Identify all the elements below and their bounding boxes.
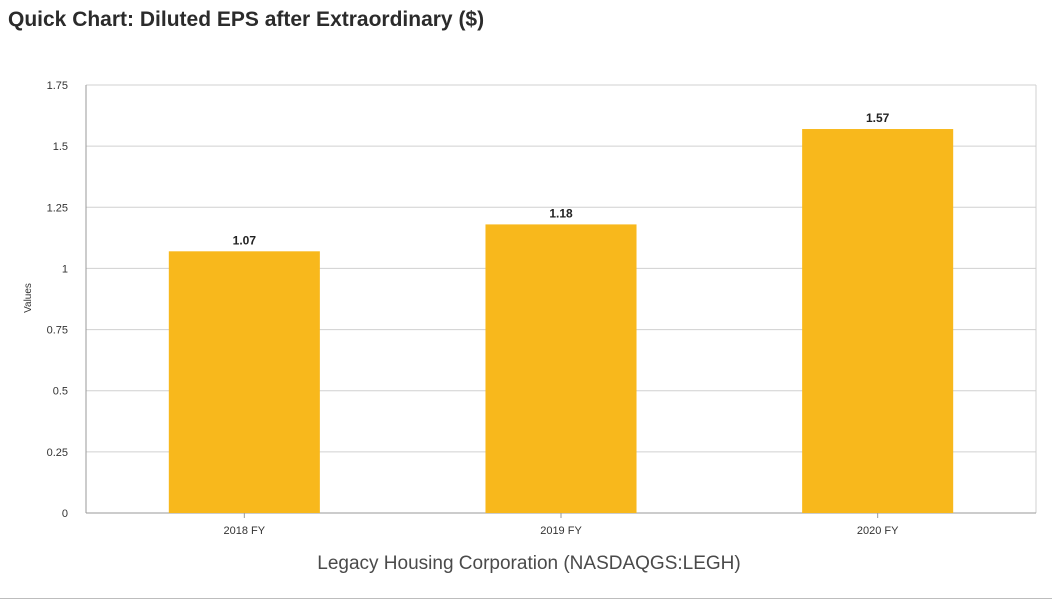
y-tick-label: 1.5	[53, 141, 68, 153]
chart-title: Quick Chart: Diluted EPS after Extraordi…	[8, 8, 485, 31]
y-tick-label: 1.25	[47, 202, 68, 214]
x-tick-label: 2020 FY	[857, 525, 899, 537]
bar	[802, 129, 954, 513]
y-tick-label: 1.75	[47, 80, 68, 92]
y-axis-label: Values	[23, 283, 34, 313]
data-label: 1.57	[866, 111, 890, 125]
bar	[168, 251, 320, 513]
y-tick-label: 0.5	[53, 386, 68, 398]
data-label: 1.18	[549, 206, 573, 220]
bar	[485, 224, 637, 514]
labels: 0 0.25 0.5 0.75 1 1.25 1.5 1.75 1.07 2018 FY 1.18 2…	[47, 80, 900, 537]
bars	[168, 129, 954, 514]
y-tick-label: 0	[62, 508, 68, 520]
y-tick-label: 0.25	[47, 447, 68, 459]
y-tick-label: 0.75	[47, 325, 68, 337]
data-label: 1.07	[233, 233, 257, 247]
y-tick-label: 1	[62, 263, 68, 275]
bottom-divider	[0, 598, 1052, 599]
x-tick-label: 2019 FY	[540, 525, 582, 537]
company-subtitle: Legacy Housing Corporation (NASDAQGS:LEG…	[317, 553, 741, 574]
x-tick-label: 2018 FY	[224, 525, 266, 537]
